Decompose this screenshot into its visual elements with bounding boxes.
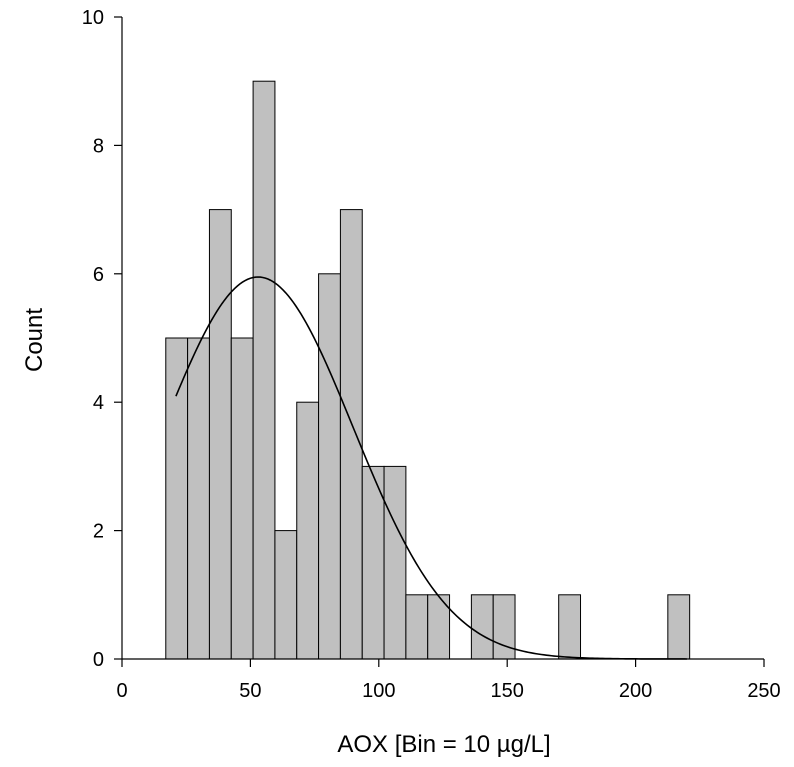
y-tick-label: 8	[93, 135, 104, 157]
x-tick-label: 150	[491, 680, 524, 702]
histogram-bar	[339, 209, 363, 660]
x-tick-label: 0	[116, 680, 127, 702]
histogram-bar	[470, 594, 494, 660]
histogram-bar	[558, 594, 582, 660]
x-tick-label: 100	[362, 680, 395, 702]
x-tick-label: 200	[619, 680, 652, 702]
histogram-bar	[492, 594, 516, 660]
y-tick-label: 6	[93, 264, 104, 286]
x-axis-title: AOX [Bin = 10 µg/L]	[337, 731, 550, 758]
histogram-bar	[165, 337, 189, 660]
histogram-bar	[405, 594, 429, 660]
histogram-bar	[274, 530, 298, 660]
axes-layer: 0 50 100 150 200 250 0 2 4 6 8 10	[82, 7, 781, 702]
y-tick-label: 2	[93, 521, 104, 543]
histogram-bar	[361, 465, 385, 660]
bars-layer	[165, 80, 691, 660]
y-tick-label: 0	[93, 649, 104, 671]
histogram-bar	[667, 594, 691, 660]
x-tick-label: 50	[239, 680, 261, 702]
histogram-bar	[252, 80, 276, 660]
histogram-bar	[208, 209, 232, 660]
histogram-bar	[187, 337, 210, 660]
y-axis-title: Count	[21, 308, 48, 372]
histogram-bar	[296, 401, 320, 660]
y-tick-label: 4	[93, 392, 104, 414]
histogram-bar	[383, 465, 407, 660]
histogram-bar	[230, 337, 254, 660]
y-tick-label: 10	[82, 7, 104, 29]
x-tick-label: 250	[747, 680, 780, 702]
histogram-bar	[318, 273, 341, 660]
